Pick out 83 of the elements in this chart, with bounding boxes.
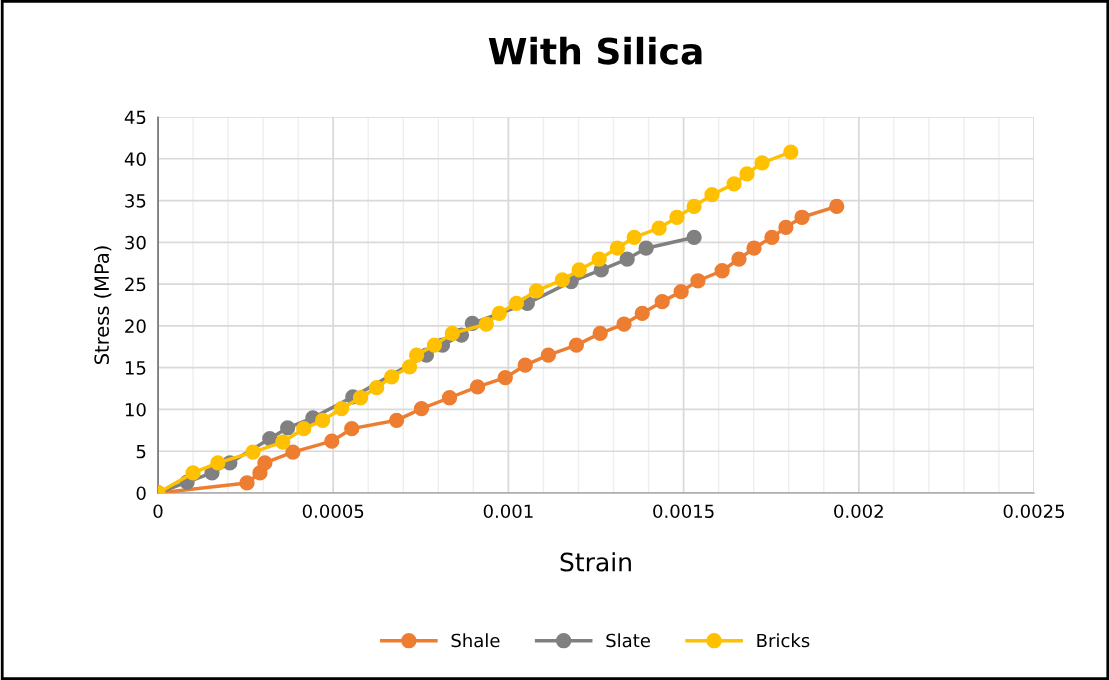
y-tick-label: 35 xyxy=(125,194,146,208)
point xyxy=(426,337,443,353)
point xyxy=(245,444,261,460)
point xyxy=(690,273,706,289)
point xyxy=(739,166,755,182)
point xyxy=(408,347,425,363)
point xyxy=(441,390,458,406)
point xyxy=(210,455,226,471)
point xyxy=(778,219,794,235)
point xyxy=(634,305,650,321)
point xyxy=(280,420,296,436)
point xyxy=(384,369,400,385)
legend-label: Bricks xyxy=(757,633,810,648)
y-axis-title: Stress (MPa) xyxy=(94,246,112,365)
point xyxy=(324,433,340,449)
point xyxy=(478,316,494,332)
point xyxy=(285,444,301,460)
point xyxy=(296,421,312,437)
point xyxy=(571,262,587,278)
point xyxy=(592,325,608,342)
y-tick-label: 30 xyxy=(125,235,146,250)
point xyxy=(540,347,556,363)
point xyxy=(315,412,331,428)
point xyxy=(669,209,685,225)
point xyxy=(746,240,762,256)
point xyxy=(491,305,507,321)
point xyxy=(257,455,273,471)
point xyxy=(704,187,720,203)
x-tick-label: 0.0015 xyxy=(653,504,714,519)
point xyxy=(369,380,385,396)
point xyxy=(651,220,667,236)
point xyxy=(626,229,642,245)
legend-label: Shale xyxy=(451,633,500,648)
point xyxy=(517,357,533,373)
point xyxy=(508,295,525,311)
point xyxy=(754,155,770,171)
point xyxy=(413,400,430,417)
x-tick-label: 0.001 xyxy=(483,504,533,519)
point xyxy=(333,400,350,417)
point xyxy=(352,390,369,406)
y-tick-label: 5 xyxy=(136,444,146,459)
point xyxy=(654,294,670,310)
point xyxy=(609,240,626,256)
point xyxy=(497,370,513,386)
point xyxy=(638,240,654,256)
x-axis-title: Strain xyxy=(560,552,631,572)
point xyxy=(829,198,845,215)
point xyxy=(444,325,460,342)
point xyxy=(673,283,689,300)
x-tick-label: 0.002 xyxy=(834,504,883,519)
point xyxy=(726,176,742,192)
chart-title: With Silica xyxy=(488,36,702,65)
point xyxy=(714,263,730,279)
point xyxy=(686,229,702,245)
point xyxy=(185,465,201,481)
point xyxy=(275,434,291,450)
x-tick-label: 0 xyxy=(153,504,163,519)
point xyxy=(731,251,747,267)
y-tick-label: 20 xyxy=(125,319,146,334)
point xyxy=(554,272,571,288)
x-tick-label: 0.0025 xyxy=(1003,504,1065,519)
point xyxy=(401,359,418,375)
point xyxy=(783,144,799,160)
point xyxy=(686,198,702,215)
legend-label: Slate xyxy=(606,633,650,648)
point xyxy=(528,283,545,299)
x-tick-label: 0.0005 xyxy=(302,504,364,519)
y-tick-label: 15 xyxy=(125,361,146,375)
point xyxy=(764,229,780,245)
point xyxy=(616,316,632,332)
y-tick-label: 0 xyxy=(136,486,146,501)
point xyxy=(619,251,635,267)
y-tick-label: 25 xyxy=(125,277,146,292)
point xyxy=(591,251,607,267)
point xyxy=(388,412,405,428)
y-tick-label: 45 xyxy=(124,110,146,125)
point xyxy=(344,421,360,437)
y-tick-label: 40 xyxy=(124,152,146,166)
y-tick-label: 10 xyxy=(125,402,146,417)
point xyxy=(794,209,810,225)
point xyxy=(568,337,585,353)
point xyxy=(239,475,255,491)
point xyxy=(469,379,486,395)
